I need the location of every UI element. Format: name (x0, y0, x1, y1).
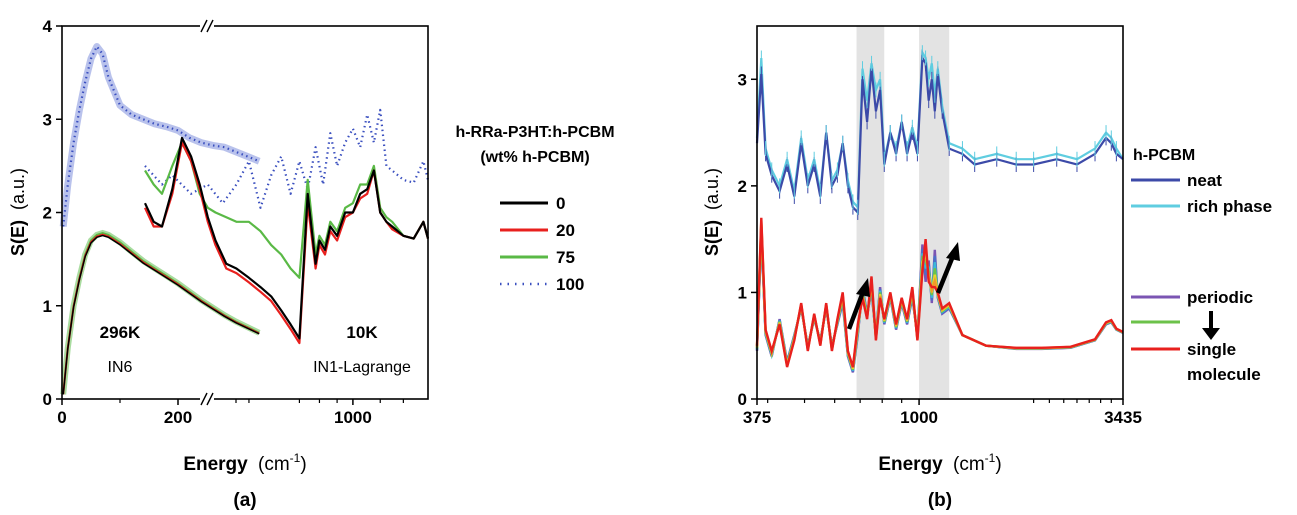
legend-a-label-0: 0 (556, 194, 565, 213)
legend-b-label-periodic: periodic (1187, 288, 1253, 307)
panel-b-xlabel-exp: -1 (985, 451, 996, 465)
panel-a-label: (a) (233, 490, 256, 511)
panel-b-series (755, 45, 1124, 373)
panel-a-ytick-label: 0 (43, 390, 52, 409)
panel-b-xtick-label: 3435 (1104, 408, 1142, 427)
legend-a-title-1: h-RRa-P3HT:h-PCBM (455, 124, 614, 141)
series-low-T-error-band (60, 229, 261, 395)
panel-b-arrow-1 (846, 278, 870, 330)
panel-a-ylabel-unit: (a.u.) (8, 168, 28, 210)
panel-a-annot-right-temp: 10K (346, 323, 378, 342)
panel-a-axis-break-bottom (200, 392, 214, 406)
panel-b-ticks: 0 1 2 3 375 1000 3435 (738, 70, 1142, 427)
legend-b-down-arrow-icon (1202, 311, 1220, 340)
legend-b-label-molecule: molecule (1187, 365, 1261, 384)
panel-a-annot-right-instr: IN1-Lagrange (313, 359, 411, 376)
panel-a-xtick-label: 200 (164, 408, 192, 427)
panel-a-ytick-label: 4 (43, 17, 53, 36)
panel-b-arrow-2 (935, 242, 960, 294)
panel-a-xlabel-close: ) (300, 454, 306, 475)
panel-a-annot-left-temp: 296K (100, 323, 141, 342)
panel-b: 0 1 2 3 375 1000 3435 S(E) (a.u.) Energy (cm-1… (702, 25, 1272, 511)
panel-b-ytick-label: 0 (738, 390, 747, 409)
panel-a-ytick-label: 2 (43, 204, 52, 223)
panel-b-xtick-label: 375 (743, 408, 771, 427)
series-75-low-T (62, 231, 260, 395)
legend-a-label-100: 100 (556, 275, 584, 294)
panel-a-ylabel: S(E) (a.u.) (8, 168, 28, 256)
series-0-low-T (62, 234, 260, 395)
panel-a-xtick-label: 1000 (334, 408, 372, 427)
legend-a-label-20: 20 (556, 221, 575, 240)
series-single-molecule (755, 217, 1124, 368)
panel-b-ylabel-unit: (a.u.) (702, 168, 722, 210)
panel-b-xlabel-close: ) (995, 454, 1001, 475)
series-100-low-T (62, 44, 260, 227)
panel-b-xtick-label: 1000 (900, 408, 938, 427)
panel-a-ytick-label: 3 (43, 110, 52, 129)
panel-a-xtick-label: 0 (57, 408, 66, 427)
panel-b-xlabel-main: Energy (878, 454, 943, 475)
panel-a-xlabel-exp: -1 (290, 451, 301, 465)
panel-b-ytick-label: 3 (738, 70, 747, 89)
legend-b-label-neat: neat (1187, 171, 1222, 190)
series-75-10K (144, 141, 430, 279)
panel-a-xlabel-main: Energy (183, 454, 248, 475)
panel-a-xlabel: Energy (cm-1) (183, 451, 306, 475)
panel-b-ylabel-main: S(E) (702, 220, 722, 256)
panel-b-label: (b) (928, 490, 952, 511)
series-20-10K (144, 141, 430, 345)
panel-b-ytick-label: 2 (738, 177, 747, 196)
panel-b-ytick-label: 1 (738, 283, 747, 302)
legend-b-label-single: single (1187, 340, 1236, 359)
series-100-low-T-error-band (59, 43, 261, 227)
panel-a-ytick-label: 1 (43, 297, 52, 316)
series-neat (755, 54, 1124, 216)
panel-a-ticks: 0 1 2 3 4 0 200 1000 (43, 17, 404, 427)
panel-a-series (59, 43, 430, 395)
panel-b-xlabel: Energy (cm-1) (878, 451, 1001, 475)
panel-b-legend: h-PCBM neat rich phase periodic single m… (1131, 147, 1272, 384)
legend-a-title-2: (wt% h-PCBM) (480, 149, 589, 166)
panel-b-ylabel: S(E) (a.u.) (702, 168, 722, 256)
legend-a-label-75: 75 (556, 248, 575, 267)
panel-a-annot-left-instr: IN6 (108, 359, 133, 376)
panel-a-ylabel-main: S(E) (8, 220, 28, 256)
series-0-10K (144, 136, 430, 340)
panel-b-xlabel-unit: (cm (953, 454, 985, 475)
legend-b-title: h-PCBM (1133, 147, 1195, 164)
series-100-10K (144, 108, 430, 209)
panel-b-frame (756, 25, 1124, 400)
panel-a-legend: h-RRa-P3HT:h-PCBM (wt% h-PCBM) 0 20 75 100 (455, 124, 614, 294)
legend-b-label-rich-phase: rich phase (1187, 197, 1272, 216)
panel-a-axis-break-top (200, 19, 214, 33)
panel-a-xlabel-unit: (cm (258, 454, 290, 475)
series-20-low-T (62, 233, 260, 395)
panel-a-frame (61, 25, 429, 400)
